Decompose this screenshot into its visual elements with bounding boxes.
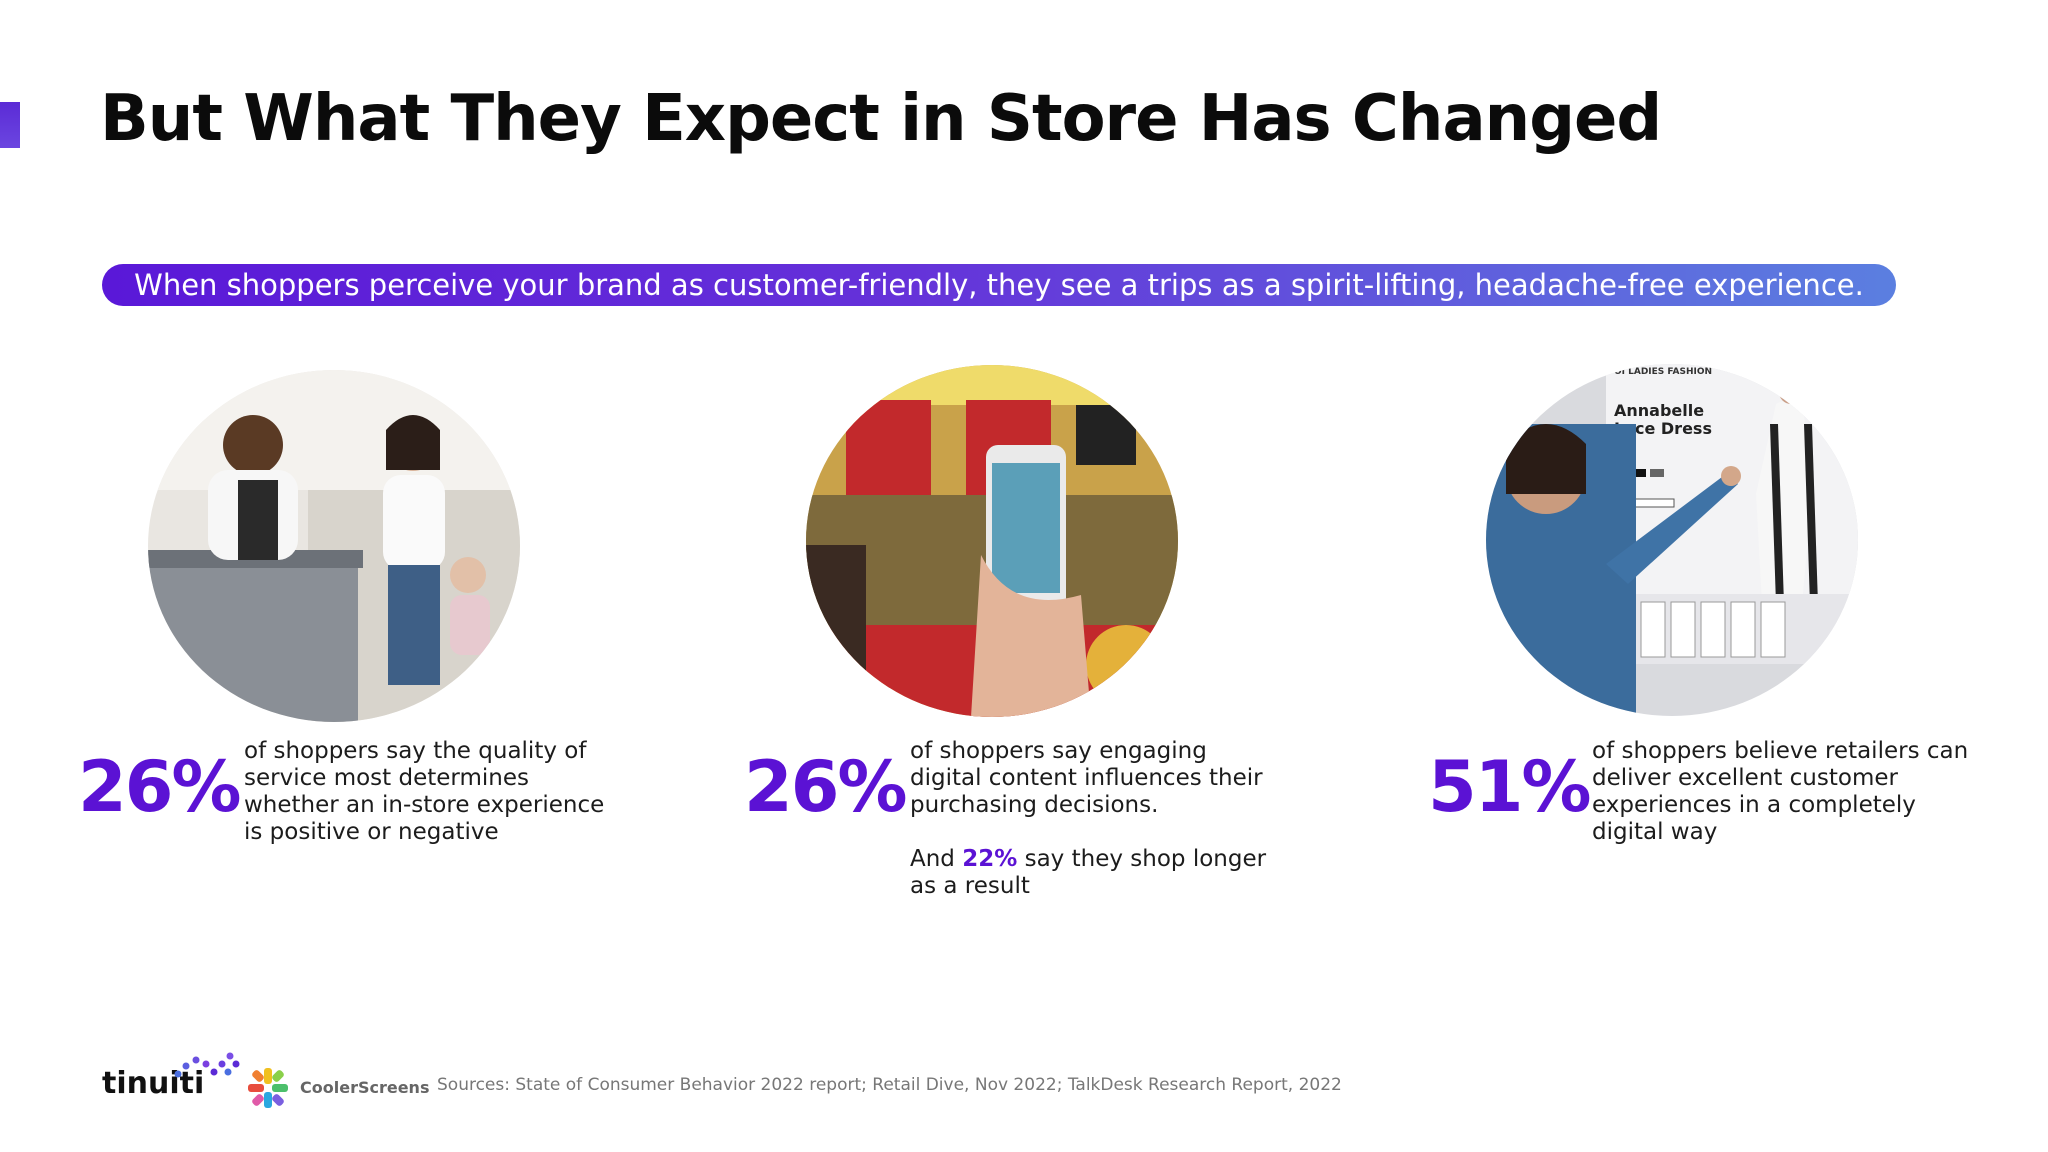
cooler-screens-icon (248, 1068, 288, 1108)
page-title: But What They Expect in Store Has Change… (100, 82, 1662, 156)
photo-digital-display: OI LADIES FASHION Annabelle Lace Dress (1486, 364, 1858, 716)
headline-banner: When shoppers perceive your brand as cus… (102, 264, 1896, 306)
photo-phone-scan (806, 365, 1178, 717)
display-product-line1: Annabelle (1614, 401, 1704, 420)
tinuiti-dots-icon (174, 1052, 240, 1078)
stat-text-digital-content: of shoppers say engaging digital content… (910, 738, 1270, 900)
stat-extra-suffix: say they shop longer as a result (910, 846, 1267, 899)
tinuiti-logo: tinuiti (102, 1066, 205, 1101)
stat-description: of shoppers say the quality of service m… (244, 738, 605, 845)
stat-extra-highlight: 22% (962, 846, 1018, 872)
stat-extra-prefix: And (910, 846, 955, 872)
display-header: OI LADIES FASHION (1614, 367, 1712, 377)
photo-service-scene (148, 370, 520, 722)
stat-extra: And 22% say they shop longer as a result (910, 846, 1270, 900)
stat-value-digital-experience: 51% (1428, 746, 1592, 828)
stat-description: of shoppers say engaging digital content… (910, 738, 1263, 818)
display-product-line2: Lace Dress (1614, 419, 1712, 438)
cooler-screens-logo: CoolerScreens (300, 1078, 430, 1097)
stat-text-digital-experience: of shoppers believe retailers can delive… (1592, 738, 1992, 846)
stat-value-digital-content: 26% (744, 746, 908, 828)
stat-description: of shoppers believe retailers can delive… (1592, 738, 1969, 845)
sources-note: Sources: State of Consumer Behavior 2022… (437, 1075, 1342, 1095)
stat-value-service-quality: 26% (78, 746, 242, 828)
stat-text-service-quality: of shoppers say the quality of service m… (244, 738, 624, 846)
title-accent-bar (0, 102, 20, 148)
